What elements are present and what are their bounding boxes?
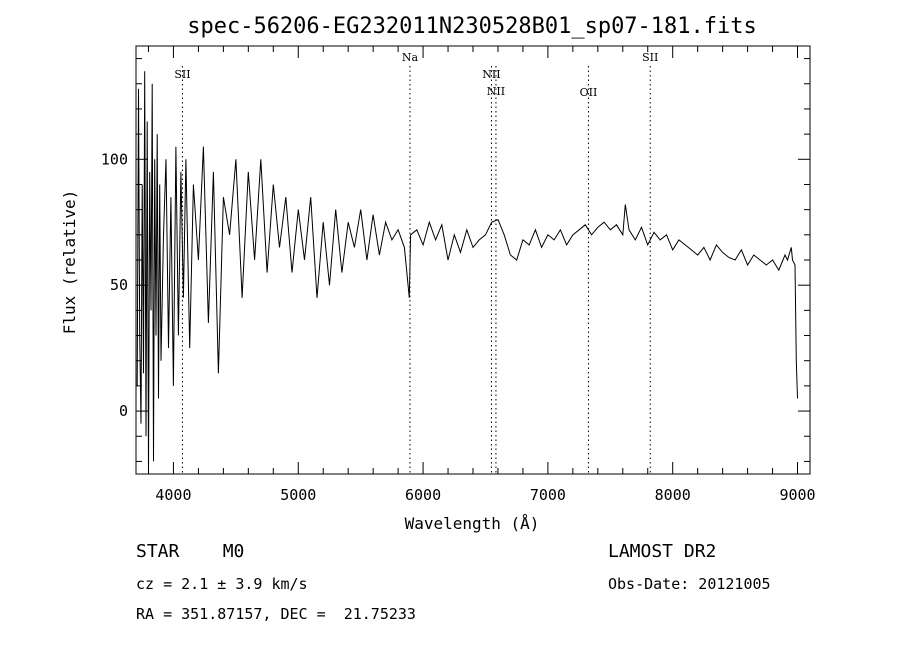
chart-title: spec-56206-EG232011N230528B01_sp07-181.f… — [187, 14, 757, 39]
x-tick-label: 4000 — [155, 486, 191, 504]
y-tick-label: 50 — [110, 276, 128, 294]
emission-line-label: NII — [482, 68, 500, 81]
x-tick-label: 9000 — [779, 486, 815, 504]
axis-ticks: 4000 5000 6000 7000 8000 9000 0 50 100 — [101, 46, 816, 504]
emission-lines: SII Na NII NII OII SII — [174, 51, 658, 474]
x-tick-label: 7000 — [530, 486, 566, 504]
observation-date: Obs-Date: 20121005 — [608, 575, 771, 593]
x-tick-label: 5000 — [280, 486, 316, 504]
emission-line-label: Na — [402, 51, 419, 64]
y-axis-label: Flux (relative) — [60, 190, 79, 335]
y-tick-label: 0 — [119, 402, 128, 420]
emission-line-label: SII — [174, 68, 190, 81]
y-tick-label: 100 — [101, 150, 128, 168]
x-tick-label: 6000 — [405, 486, 441, 504]
redshift-velocity: cz = 2.1 ± 3.9 km/s — [136, 575, 308, 593]
emission-line-label: NII — [487, 85, 505, 98]
emission-line-label: SII — [642, 51, 658, 64]
spectrum-line — [136, 71, 798, 475]
object-class: STAR M0 — [136, 541, 245, 562]
plot-frame — [135, 45, 811, 475]
x-axis-label: Wavelength (Å) — [405, 514, 540, 533]
x-tick-label: 8000 — [655, 486, 691, 504]
coordinates: RA = 351.87157, DEC = 21.75233 — [136, 605, 416, 623]
survey-name: LAMOST DR2 — [608, 541, 717, 562]
emission-line-label: OII — [580, 86, 598, 99]
